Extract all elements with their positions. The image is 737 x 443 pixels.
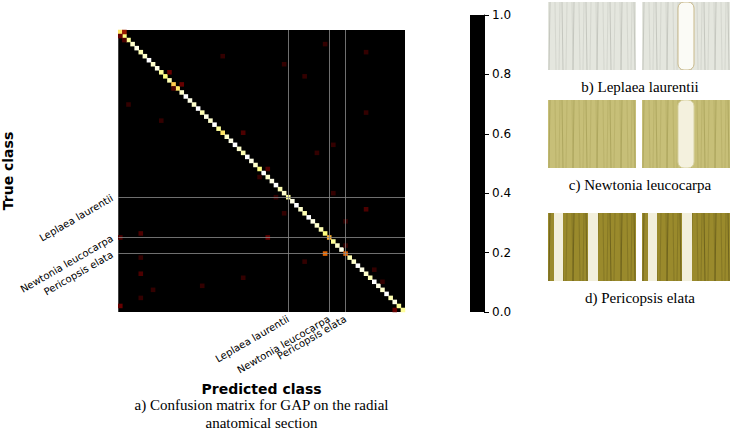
svg-text:0.6: 0.6: [492, 127, 511, 141]
svg-text:0.0: 0.0: [492, 305, 511, 319]
svg-text:Leplaea laurentii: Leplaea laurentii: [37, 192, 115, 244]
svg-text:Predicted class: Predicted class: [202, 381, 322, 397]
html-text:c) Newtonia leucocarpa: c) Newtonia leucocarpa: [568, 177, 712, 193]
svg-text:0.2: 0.2: [492, 246, 511, 260]
svg-text:Newtonia leucocarpa: Newtonia leucocarpa: [235, 313, 332, 375]
svg-text:0.8: 0.8: [492, 67, 511, 81]
html-text:b) Leplaea laurentii: b) Leplaea laurentii: [581, 79, 699, 95]
html-text:d) Pericopsis elata: d) Pericopsis elata: [585, 290, 695, 306]
svg-text:Leplaea laurentii: Leplaea laurentii: [213, 313, 291, 365]
svg-text:1.0: 1.0: [492, 8, 511, 22]
svg-text:Newtonia leucocarpa: Newtonia leucocarpa: [18, 232, 115, 295]
svg-text:Pericopsis elata: Pericopsis elata: [42, 249, 115, 298]
html-text:a) Confusion matrix for GAP on: a) Confusion matrix for GAP on the radia…: [134, 397, 389, 431]
svg-text:True class: True class: [0, 132, 16, 210]
svg-text:0.4: 0.4: [492, 186, 511, 200]
svg-text:Pericopsis elata: Pericopsis elata: [275, 313, 348, 362]
